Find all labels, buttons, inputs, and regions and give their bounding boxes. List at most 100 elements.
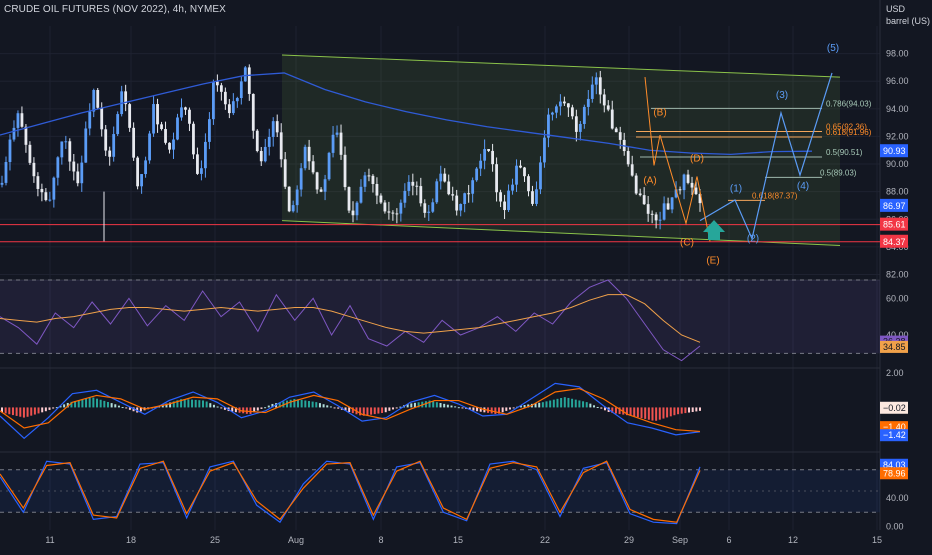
projected-wave-path [699,72,833,241]
candle-body [267,136,271,147]
macd-histogram-bar [578,400,581,408]
candle-body [686,174,690,183]
stochastic-pane[interactable] [0,460,880,525]
macd-histogram-bar [92,397,95,408]
candle-body [223,91,227,105]
candle-body [626,151,630,165]
macd-histogram-bar [176,400,179,408]
candle-body [574,116,578,132]
candle-body [539,162,542,190]
stoch-tick-label: 0.00 [886,521,904,531]
wave-label-orange: (A) [643,175,656,186]
candle-body [168,142,171,150]
candle-body [495,164,498,193]
macd-histogram-bar [439,403,442,408]
macd-histogram-bar [567,397,570,408]
symbol-title[interactable]: CRUDE OIL FUTURES (NOV 2022), 4h, NYMEX [4,4,226,15]
candle-body [562,101,566,104]
candle-body [20,113,24,127]
candle-body [515,165,518,185]
time-axis[interactable]: 11 18 25 Aug 8 15 22 29 Sep 6 12 15 [45,535,882,545]
macd-histogram-bar [571,398,574,408]
macd-pane[interactable] [0,382,701,440]
price-axis[interactable]: 82.0084.0086.0088.0090.0092.0094.0096.00… [880,49,909,532]
macd-histogram-bar [370,407,373,415]
candle-body [52,177,56,200]
time-tick-label: 6 [726,535,731,545]
candle-body [275,121,279,133]
candle-body [323,179,327,192]
candle-body [28,144,32,163]
candle-body [231,101,235,114]
macd-histogram-bar [267,405,270,408]
macd-histogram-bar [81,399,84,408]
candle-body [383,202,387,212]
candle-body [132,127,136,158]
macd-histogram-bar [538,402,541,408]
macd-histogram-bar [362,407,365,416]
macd-histogram-bar [677,407,680,415]
rsi-pane[interactable] [0,279,880,362]
candle-body [678,189,682,191]
buy-arrow-icon [703,219,725,240]
candle-body [479,160,483,169]
time-tick-label: Sep [672,535,688,545]
macd-histogram-bar [253,407,256,413]
candle-body [395,213,399,215]
candle-body [283,159,287,187]
rsi-band-fill [0,280,880,354]
candle-body [551,112,554,115]
candle-body [315,172,319,190]
candle-body [136,157,140,187]
time-tick-label: 15 [872,535,882,545]
time-tick-label: Aug [288,535,304,545]
macd-signal-line [0,387,701,433]
candle-body [243,67,247,82]
candle-body [519,165,522,168]
macd-tick-label: 2.00 [886,368,904,378]
time-tick-label: 12 [788,535,798,545]
price-label-bg [880,144,908,158]
candle-body [674,189,678,198]
macd-histogram-bar [278,402,281,408]
wave-label-orange: (E) [706,255,719,266]
macd-histogram-bar [366,407,369,416]
price-tick-label: 96.00 [886,76,909,86]
candle-body [100,107,104,130]
macd-histogram-bar [596,406,599,408]
candle-body [144,160,147,175]
macd-histogram-bar [501,407,504,413]
macd-histogram-bar [406,403,409,408]
fib-level-label: 0.786(94.03) [826,99,872,108]
macd-histogram-bar [410,403,413,408]
candle-body [303,146,307,169]
candle-body [363,175,367,187]
macd-histogram-bar [37,407,40,414]
candle-body [311,161,315,173]
macd-histogram-bar [125,407,128,409]
candle-body [295,189,299,206]
macd-histogram-bar [220,407,223,409]
candle-body [180,107,183,118]
macd-histogram-bar [527,404,530,408]
macd-histogram-bar [264,407,267,409]
macd-histogram-bar [603,407,606,411]
macd-histogram-bar [673,407,676,416]
macd-histogram-bar [326,405,329,408]
macd-histogram-bar [461,407,464,409]
candle-body [435,181,439,203]
macd-histogram-bar [534,403,537,408]
price-pane[interactable]: 0.786(94.03) 0.65(92.36)0.618(91.96) 0.5(9… [0,43,880,267]
macd-histogram-bar [651,407,654,421]
macd-histogram-bar [201,400,204,408]
macd-histogram-bar [26,407,29,417]
price-tick-label: 92.00 [886,131,909,141]
time-tick-label: 22 [540,535,550,545]
candle-body [427,211,431,213]
macd-histogram-bar [618,407,621,415]
macd-histogram-bar [666,407,669,418]
candle-body [634,175,638,194]
candle-body [547,114,550,138]
